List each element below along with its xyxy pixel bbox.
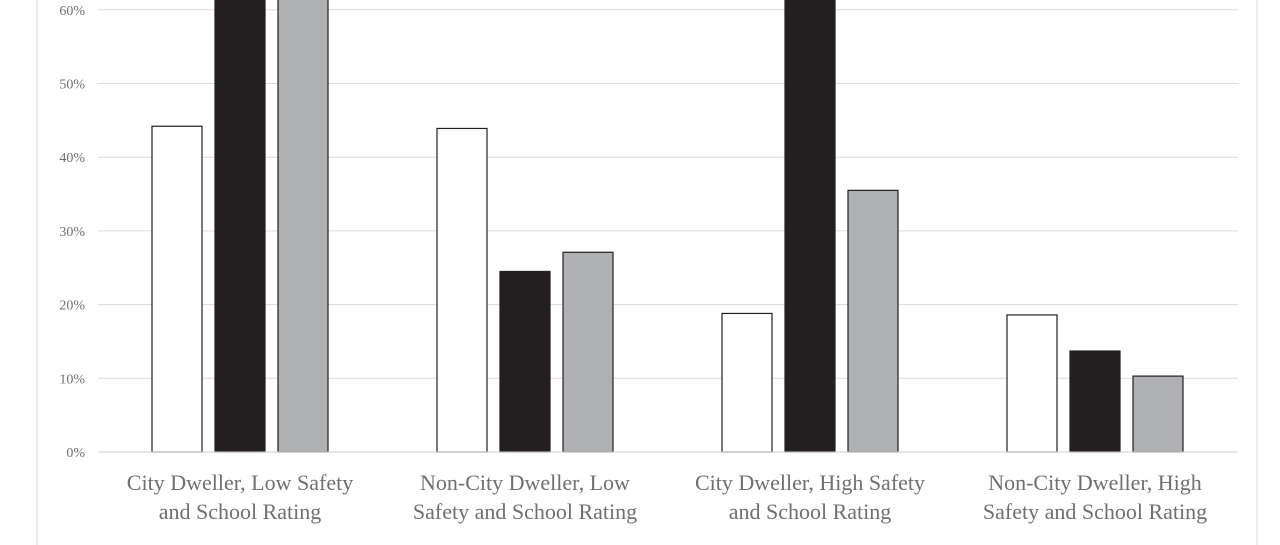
bar-2-3	[562, 251, 614, 453]
y-tick-label: 50%	[59, 78, 85, 93]
y-tick-label: 60%	[59, 4, 85, 19]
y-tick-label: 40%	[59, 151, 85, 166]
category-label: City Dweller, Low Safety and School Ratin…	[127, 470, 353, 524]
bar-1-1	[151, 125, 203, 453]
bar-4-2	[1069, 350, 1121, 453]
category-label-line: Safety and School Rating	[413, 499, 637, 524]
bar-1-2	[214, 0, 266, 453]
bar-3-2	[784, 0, 836, 453]
category-label-line: Non-City Dweller, High	[988, 470, 1202, 495]
bar-2-2	[499, 270, 551, 453]
category-label: Non-City Dweller, Low Safety and School R…	[413, 470, 637, 524]
y-axis-tick-labels: 0% 10% 20% 30% 40% 50% 60%	[59, 4, 85, 461]
bar-2-1	[436, 127, 488, 453]
bar-1-3	[277, 0, 329, 453]
category-label-line: Safety and School Rating	[983, 499, 1207, 524]
bar-3-3	[847, 189, 899, 453]
category-label-line: and School Rating	[729, 499, 892, 524]
category-label: Non-City Dweller, High Safety and School …	[983, 470, 1207, 524]
category-label-line: City Dweller, High Safety	[695, 470, 925, 495]
y-tick-label: 0%	[66, 446, 85, 461]
bars	[151, 0, 1184, 453]
x-axis-category-labels: City Dweller, Low Safety and School Ratin…	[127, 470, 1207, 524]
y-tick-label: 30%	[59, 225, 85, 240]
bar-4-1	[1006, 314, 1058, 453]
category-label-line: Non-City Dweller, Low	[420, 470, 630, 495]
category-label: City Dweller, High Safety and School Rati…	[695, 470, 925, 524]
category-label-line: and School Rating	[159, 499, 322, 524]
gridlines	[98, 9, 1238, 379]
y-tick-label: 10%	[59, 372, 85, 387]
y-tick-label: 20%	[59, 299, 85, 314]
bar-4-3	[1132, 375, 1184, 453]
category-label-line: City Dweller, Low Safety	[127, 470, 353, 495]
bar-3-1	[721, 312, 773, 453]
